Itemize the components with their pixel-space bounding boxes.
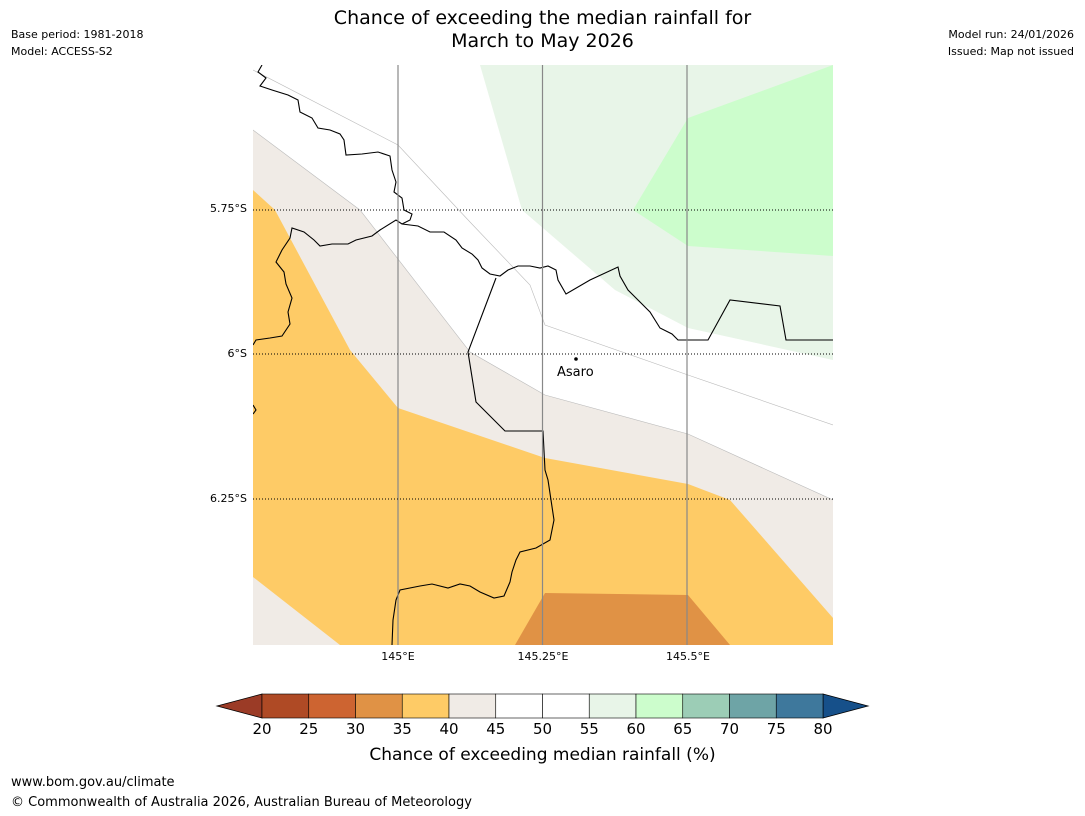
colorbar-tick-label: 30 — [345, 720, 366, 738]
colorbar-tick-label: 35 — [392, 720, 412, 738]
colorbar-segment — [495, 693, 543, 719]
colorbar-label: Chance of exceeding median rainfall (%) — [369, 745, 716, 765]
colorbar-tick-label: 45 — [486, 720, 506, 738]
contour-line — [253, 129, 833, 501]
lat-label-6-25: 6.25°S — [210, 492, 247, 505]
colorbar-segment — [588, 693, 637, 719]
colorbar-segment — [401, 693, 450, 719]
colorbar-tick-label: 55 — [579, 720, 599, 738]
place-label: Asaro — [557, 365, 594, 380]
base-period: Base period: 1981-2018 — [11, 28, 144, 41]
colorbar-segment — [355, 693, 403, 719]
zone-30-35 — [515, 593, 730, 645]
footer-url[interactable]: www.bom.gov.au/climate — [11, 775, 175, 790]
model-name: Model: ACCESS-S2 — [11, 45, 113, 58]
map-title: Chance of exceeding the median rainfall … — [0, 7, 1085, 53]
colorbar-segment — [261, 693, 310, 719]
zone-60-65 — [633, 65, 833, 256]
lat-label-6: 6°S — [227, 347, 247, 360]
colorbar-tick-label: 75 — [766, 720, 786, 738]
coastline — [253, 65, 413, 346]
colorbar-segment — [682, 693, 730, 719]
colorbar-segment — [729, 693, 777, 719]
lat-label-5-75: 5.75°S — [210, 202, 247, 215]
colorbar-high-extend — [822, 693, 870, 719]
colorbar-segments — [261, 693, 824, 719]
colorbar-segment — [542, 693, 590, 719]
province-boundary — [391, 277, 555, 645]
colorbar-segment — [775, 693, 824, 719]
colorbar-low-extend — [215, 693, 263, 719]
lon-label-145-5: 145.5°E — [666, 650, 710, 663]
colorbar-tick-label: 80 — [813, 720, 833, 738]
meta-right: Model run: 24/01/2026 Issued: Map not is… — [948, 26, 1074, 60]
map-body — [253, 65, 833, 645]
coastline-edge — [253, 404, 257, 415]
colorbar-segment — [448, 693, 497, 719]
colorbar-tick-label: 50 — [532, 720, 553, 738]
title-line-2: March to May 2026 — [451, 30, 634, 52]
colorbar-tick-label: 60 — [626, 720, 646, 738]
colorbar-tick-label: 40 — [439, 720, 459, 738]
footer-copyright: © Commonwealth of Australia 2026, Austra… — [11, 795, 472, 810]
issued-status: Issued: Map not issued — [947, 45, 1074, 58]
place-marker[interactable] — [574, 357, 578, 361]
title-line-1: Chance of exceeding the median rainfall … — [333, 7, 752, 29]
lon-label-145-25: 145.25°E — [517, 650, 569, 663]
model-run: Model run: 24/01/2026 — [948, 28, 1074, 41]
colorbar-tick-label: 20 — [252, 720, 272, 738]
colorbar-segment — [635, 693, 684, 719]
colorbar-tick-label: 25 — [299, 720, 319, 738]
colorbar-segment — [308, 693, 356, 719]
colorbar-tick-label: 65 — [673, 720, 693, 738]
coastline — [401, 223, 833, 341]
lon-label-145: 145°E — [381, 650, 415, 663]
colorbar-tick-label: 70 — [719, 720, 740, 738]
meta-left: Base period: 1981-2018 Model: ACCESS-S2 — [11, 26, 143, 60]
